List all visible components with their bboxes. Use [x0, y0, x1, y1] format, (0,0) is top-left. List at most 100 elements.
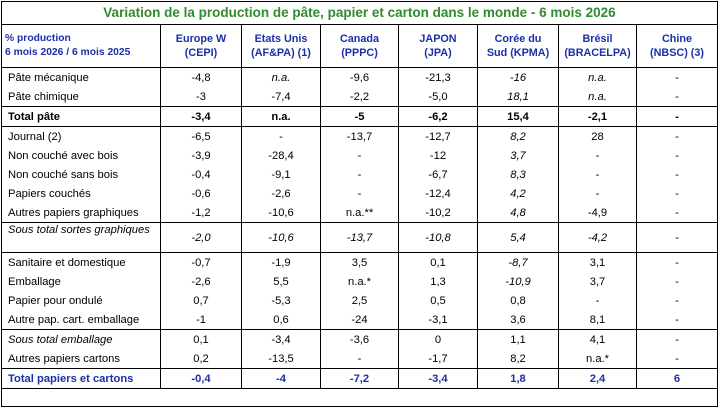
row-label: Papier pour ondulé [1, 291, 161, 310]
cell: -13,7 [320, 126, 399, 146]
row-label: Emballage [1, 272, 161, 291]
col-header-line1: Europe W [175, 33, 227, 45]
table-row-total-pate: Total pâte -3,4 n.a. -5 -6,2 15,4 -2,1 - [1, 106, 718, 127]
table-row: Pâte chimique -3 -7,4 -2,2 -5,0 18,1 n.a… [1, 87, 718, 107]
cell: -5,0 [398, 87, 478, 107]
cell: -10,8 [398, 222, 478, 253]
cell: 1,3 [398, 272, 478, 291]
cell: - [636, 222, 718, 253]
row-label: Autres papiers graphiques [1, 203, 161, 223]
row-label: Non couché avec bois [1, 146, 161, 165]
cell: -2,1 [558, 106, 637, 127]
cell: -2,0 [160, 222, 242, 253]
row-label: Non couché sans bois [1, 165, 161, 184]
cell: 5,5 [241, 272, 321, 291]
cell: - [558, 291, 637, 310]
table-row: Emballage -2,6 5,5 n.a.* 1,3 -10,9 3,7 - [1, 272, 718, 291]
cell: - [320, 146, 399, 165]
cell: -0,6 [160, 184, 242, 203]
cell: 4,2 [477, 184, 559, 203]
cell: n.a. [558, 87, 637, 107]
cell: -6,2 [398, 106, 478, 127]
cell: - [636, 165, 718, 184]
header-label-line1: % production [5, 33, 71, 44]
cell: 18,1 [477, 87, 559, 107]
cell: 3,6 [477, 310, 559, 330]
cell: -10,6 [241, 203, 321, 223]
cell: -0,4 [160, 368, 242, 389]
row-label-header: % production 6 mois 2026 / 6 mois 2025 [1, 24, 161, 68]
table-row: Non couché sans bois -0,4 -9,1 - -6,7 8,… [1, 165, 718, 184]
col-header-canada: Canada (PPPC) [320, 24, 399, 68]
cell: 0,7 [160, 291, 242, 310]
cell: -24 [320, 310, 399, 330]
cell: - [636, 329, 718, 349]
cell: -0,4 [160, 165, 242, 184]
row-label: Sous total sortes graphiques [1, 222, 161, 253]
cell: -3,6 [320, 329, 399, 349]
cell: - [636, 106, 718, 127]
cell: -12 [398, 146, 478, 165]
col-header-line2: (JPA) [424, 47, 452, 59]
cell: - [636, 126, 718, 146]
cell: -3,4 [241, 329, 321, 349]
row-label: Autre pap. cart. emballage [1, 310, 161, 330]
row-label: Papiers couchés [1, 184, 161, 203]
cell: -10,6 [241, 222, 321, 253]
cell: 3,7 [558, 272, 637, 291]
cell: - [636, 203, 718, 223]
cell: -7,4 [241, 87, 321, 107]
cell: - [320, 165, 399, 184]
table-row: Autres papiers cartons 0,2 -13,5 - -1,7 … [1, 349, 718, 369]
col-header-line2: (NBSC) (3) [650, 47, 704, 59]
col-header-line2: Sud (KPMA) [486, 47, 550, 59]
production-table: % production 6 mois 2026 / 6 mois 2025 E… [1, 24, 718, 389]
col-header-line2: (BRACELPA) [564, 47, 631, 59]
cell: 1,1 [477, 329, 559, 349]
cell: -8,7 [477, 252, 559, 272]
cell: -3,1 [398, 310, 478, 330]
cell: n.a. [241, 67, 321, 87]
cell: 4,1 [558, 329, 637, 349]
cell: 8,1 [558, 310, 637, 330]
cell: -6,7 [398, 165, 478, 184]
cell: n.a.* [320, 272, 399, 291]
cell: 8,3 [477, 165, 559, 184]
cell: -12,7 [398, 126, 478, 146]
col-header-line1: Brésil [582, 33, 613, 45]
cell: -3,4 [398, 368, 478, 389]
cell: -4,8 [160, 67, 242, 87]
table-row: Sanitaire et domestique -0,7 -1,9 3,5 0,… [1, 252, 718, 272]
cell: - [558, 184, 637, 203]
cell: - [241, 126, 321, 146]
cell: -9,6 [320, 67, 399, 87]
cell: -10,9 [477, 272, 559, 291]
cell: -5,3 [241, 291, 321, 310]
header-row: % production 6 mois 2026 / 6 mois 2025 E… [1, 24, 718, 68]
cell: -12,4 [398, 184, 478, 203]
row-label: Total papiers et cartons [1, 368, 161, 389]
cell: -1,2 [160, 203, 242, 223]
table-row: Journal (2) -6,5 - -13,7 -12,7 8,2 28 - [1, 126, 718, 146]
cell: - [558, 165, 637, 184]
cell: 4,8 [477, 203, 559, 223]
cell: 8,2 [477, 349, 559, 369]
cell: - [320, 184, 399, 203]
table-row: Papier pour ondulé 0,7 -5,3 2,5 0,5 0,8 … [1, 291, 718, 310]
row-label: Journal (2) [1, 126, 161, 146]
cell: -13,7 [320, 222, 399, 253]
cell: n.a.** [320, 203, 399, 223]
cell: 5,4 [477, 222, 559, 253]
col-header-line2: (AF&PA) (1) [251, 47, 311, 59]
cell: -4,9 [558, 203, 637, 223]
col-header-chine: Chine (NBSC) (3) [636, 24, 718, 68]
cell: n.a. [558, 67, 637, 87]
cell: - [636, 272, 718, 291]
cell: -28,4 [241, 146, 321, 165]
cell: -1,9 [241, 252, 321, 272]
cell: 2,5 [320, 291, 399, 310]
cell: -4 [241, 368, 321, 389]
table-row: Autres papiers graphiques -1,2 -10,6 n.a… [1, 203, 718, 223]
cell: - [636, 252, 718, 272]
table-row-subtotal-graphiques: Sous total sortes graphiques -2,0 -10,6 … [1, 222, 718, 253]
